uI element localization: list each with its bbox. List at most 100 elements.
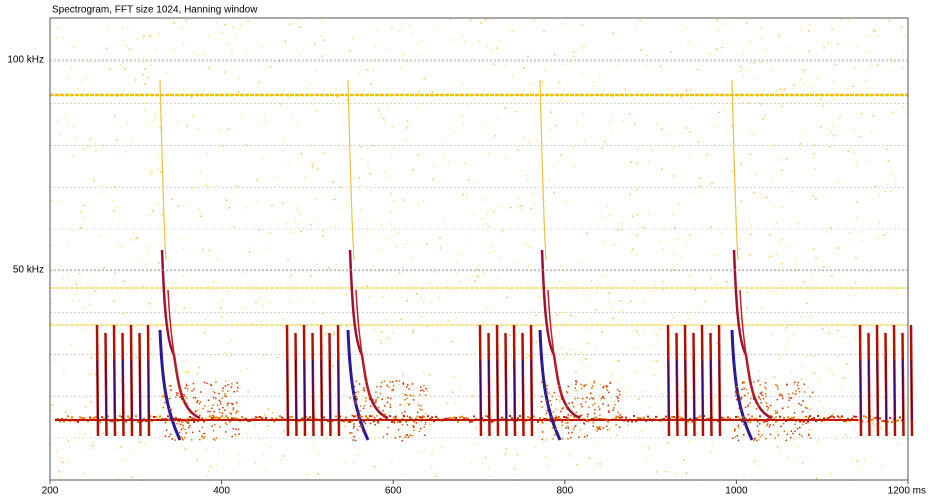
pixel (847, 417, 849, 420)
pixel (816, 477, 818, 480)
pixel (368, 295, 370, 298)
pixel (421, 415, 424, 417)
pixel (380, 381, 383, 384)
pixel (802, 71, 805, 74)
pixel (284, 40, 287, 42)
pixel (540, 401, 543, 403)
pixel (895, 293, 898, 295)
pixel (83, 307, 86, 309)
pixel (793, 334, 796, 336)
pixel (586, 330, 589, 332)
pixel (681, 417, 683, 420)
pixel (628, 302, 630, 304)
pixel (187, 420, 190, 422)
pixel (474, 181, 476, 184)
pixel (487, 466, 490, 469)
pixel (588, 381, 591, 384)
pixel (309, 223, 312, 226)
pixel (541, 381, 543, 383)
pixel (431, 90, 434, 93)
pixel (88, 145, 90, 148)
pixel (100, 193, 102, 195)
pixel (483, 271, 486, 274)
pixel (597, 408, 600, 410)
pixel (840, 114, 842, 116)
pixel (359, 425, 361, 427)
pixel (168, 435, 170, 438)
pixel (395, 246, 398, 249)
pixel (855, 281, 857, 284)
pixel (178, 431, 181, 434)
pixel (236, 410, 238, 412)
pixel (218, 408, 221, 411)
pixel (584, 401, 587, 403)
pixel (415, 55, 418, 57)
pixel (769, 404, 772, 407)
pixel (525, 362, 527, 364)
pixel (830, 275, 833, 277)
pixel (187, 388, 189, 390)
pixel (747, 404, 750, 407)
pixel (772, 424, 775, 426)
pixel (491, 420, 493, 423)
pixel (790, 371, 793, 373)
pixel (219, 426, 221, 428)
pixel (802, 130, 804, 132)
pixel (679, 416, 681, 419)
pixel (782, 422, 785, 425)
pixel (333, 318, 335, 321)
pixel (897, 444, 900, 446)
pixel (718, 111, 720, 114)
pixel (615, 417, 617, 420)
pixel (689, 417, 691, 420)
pixel (666, 135, 668, 137)
pixel (606, 385, 609, 387)
pixel (702, 347, 705, 350)
pixel (550, 111, 552, 113)
pixel (228, 207, 230, 209)
pixel (401, 53, 404, 56)
pixel (365, 400, 367, 402)
pixel (184, 436, 186, 439)
pixel (822, 104, 824, 107)
pixel (398, 383, 401, 386)
pixel (459, 387, 461, 389)
pixel (59, 458, 62, 460)
pixel (673, 175, 675, 177)
pixel (65, 114, 67, 116)
pixel (108, 406, 110, 409)
pixel (485, 306, 488, 308)
pixel (799, 426, 801, 429)
pixel (435, 472, 438, 475)
pixel (155, 326, 158, 329)
pixel (723, 417, 725, 420)
pixel (186, 402, 188, 405)
pixel (513, 468, 516, 470)
pixel (70, 343, 72, 346)
pixel (224, 431, 227, 433)
pixel (742, 52, 744, 55)
pixel (83, 472, 85, 474)
pixel (732, 162, 735, 165)
pixel (359, 145, 362, 148)
pixel (789, 436, 792, 439)
pixel (205, 447, 208, 450)
pixel (163, 154, 166, 156)
pixel (212, 429, 215, 432)
pixel (746, 307, 749, 310)
pixel (309, 416, 311, 419)
pixel (332, 365, 335, 367)
pixel (392, 388, 395, 391)
pixel (405, 402, 407, 404)
pixel (259, 289, 262, 291)
pixel (766, 423, 769, 425)
pixel (698, 397, 701, 399)
pixel (145, 263, 147, 266)
pixel (231, 417, 233, 420)
pixel (219, 417, 221, 420)
pixel (770, 144, 773, 147)
pixel (792, 432, 794, 435)
pixel (175, 396, 177, 399)
y-tick-label: 50 kHz (13, 265, 44, 276)
pixel (661, 128, 663, 130)
